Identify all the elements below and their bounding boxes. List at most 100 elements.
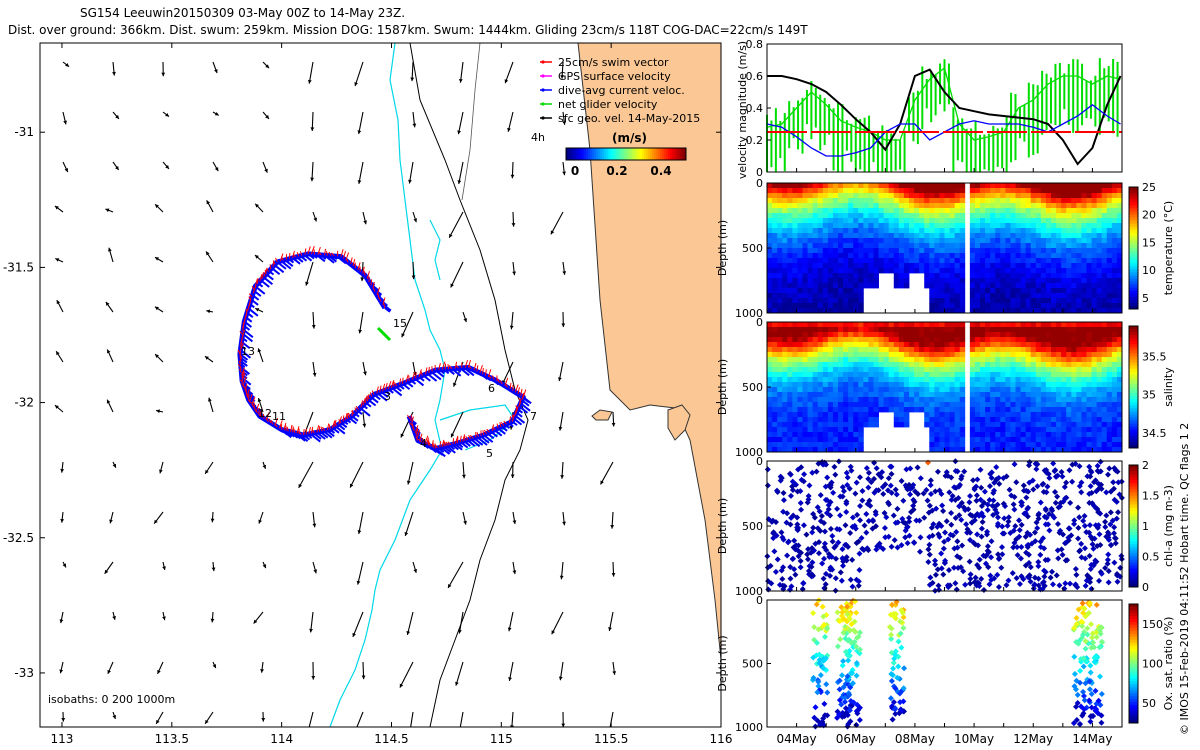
section-cell (832, 258, 839, 264)
section-cell (777, 273, 783, 279)
section-cell (909, 367, 915, 373)
section-cell (1005, 437, 1011, 443)
swim-vector (455, 364, 459, 369)
section-cell (1035, 283, 1042, 289)
sfc-vel-arrowhead (60, 468, 65, 473)
section-cell (949, 397, 956, 403)
section-cell (838, 248, 844, 254)
section-cell (944, 183, 950, 189)
section-cell (853, 412, 859, 418)
section-cell (1045, 283, 1052, 289)
section-cell (873, 322, 879, 328)
section-cell (772, 278, 778, 284)
section-cell (954, 288, 961, 294)
section-cell (1040, 362, 1047, 368)
section-cell (853, 218, 859, 224)
sfc-vel-arrowhead (449, 233, 453, 238)
sfc-vel-arrowhead (154, 257, 159, 261)
section-marker (1084, 473, 1091, 480)
section-cell (1040, 442, 1047, 448)
section-cell (898, 367, 905, 373)
section-cell (1091, 258, 1098, 264)
section-cell (878, 238, 885, 244)
section-cell (1000, 263, 1006, 269)
section-cell (919, 357, 925, 363)
section-cell (888, 213, 895, 219)
section-cell (909, 233, 915, 239)
section-cell (868, 233, 874, 239)
section-cell (1066, 392, 1072, 398)
section-cell (1025, 407, 1032, 413)
section-cell (929, 427, 935, 433)
section-cell (848, 392, 854, 398)
section-cell (772, 332, 778, 338)
section-cell (792, 303, 798, 309)
section-cell (959, 228, 966, 234)
section-cell (974, 293, 981, 299)
section-cell (974, 377, 981, 383)
section-cell (817, 263, 824, 269)
section-cell (1066, 268, 1072, 274)
section-cell (772, 283, 778, 289)
glider-track (237, 245, 532, 458)
section-cell (903, 253, 910, 259)
section-cell (1076, 327, 1082, 333)
section-cell (858, 407, 864, 413)
section-cell (812, 218, 819, 224)
section-cell (934, 183, 940, 189)
section-cell (853, 402, 859, 408)
section-cell (1020, 447, 1027, 453)
section-cell (949, 203, 956, 209)
section-cell (990, 233, 996, 239)
section-cell (959, 367, 966, 373)
section-cell (949, 208, 956, 214)
section-cell (1106, 298, 1113, 304)
section-cell (1015, 293, 1021, 299)
section-cell (919, 238, 925, 244)
section-cell (939, 437, 945, 443)
section-marker (1031, 529, 1038, 536)
section-cell (924, 407, 930, 413)
section-cell (1035, 298, 1042, 304)
section-cell (848, 412, 854, 418)
section-cell (934, 233, 940, 239)
sfc-vel-arrowhead (61, 718, 66, 722)
section-cell (974, 372, 981, 378)
section-cell (878, 347, 885, 353)
section-cell (934, 258, 940, 264)
section-cell (878, 253, 885, 259)
section-cell (1056, 352, 1062, 358)
sfc-vel-arrowhead (156, 409, 161, 414)
section-cell (827, 293, 834, 299)
section-cell (812, 288, 819, 294)
section-cell (1111, 208, 1118, 214)
section-cell (863, 253, 869, 259)
section-cell (853, 437, 859, 443)
section-cell (969, 263, 976, 269)
section-cell (863, 367, 869, 373)
section-cell (949, 387, 956, 393)
section-cell (843, 238, 849, 244)
section-cell (787, 372, 793, 378)
section-cell (827, 308, 834, 314)
section-cell (782, 377, 788, 383)
section-cell (990, 208, 996, 214)
section-cell (827, 218, 834, 224)
section-cell (1000, 193, 1006, 199)
section-marker (1006, 486, 1013, 493)
section-cell (1040, 258, 1047, 264)
section-cell (883, 248, 890, 254)
section-marker (926, 541, 933, 548)
section-cell (1081, 332, 1087, 338)
section-cell (944, 417, 950, 423)
section-cell (1071, 432, 1077, 438)
section-cell (858, 437, 864, 443)
swim-vector (241, 370, 245, 379)
section-cell (1030, 198, 1037, 204)
section-cell (807, 402, 814, 408)
section-cell (1035, 342, 1042, 348)
section-cell (893, 387, 900, 393)
colorbar-cell (1129, 396, 1138, 400)
map-ytick-label: -31.5 (3, 260, 34, 274)
